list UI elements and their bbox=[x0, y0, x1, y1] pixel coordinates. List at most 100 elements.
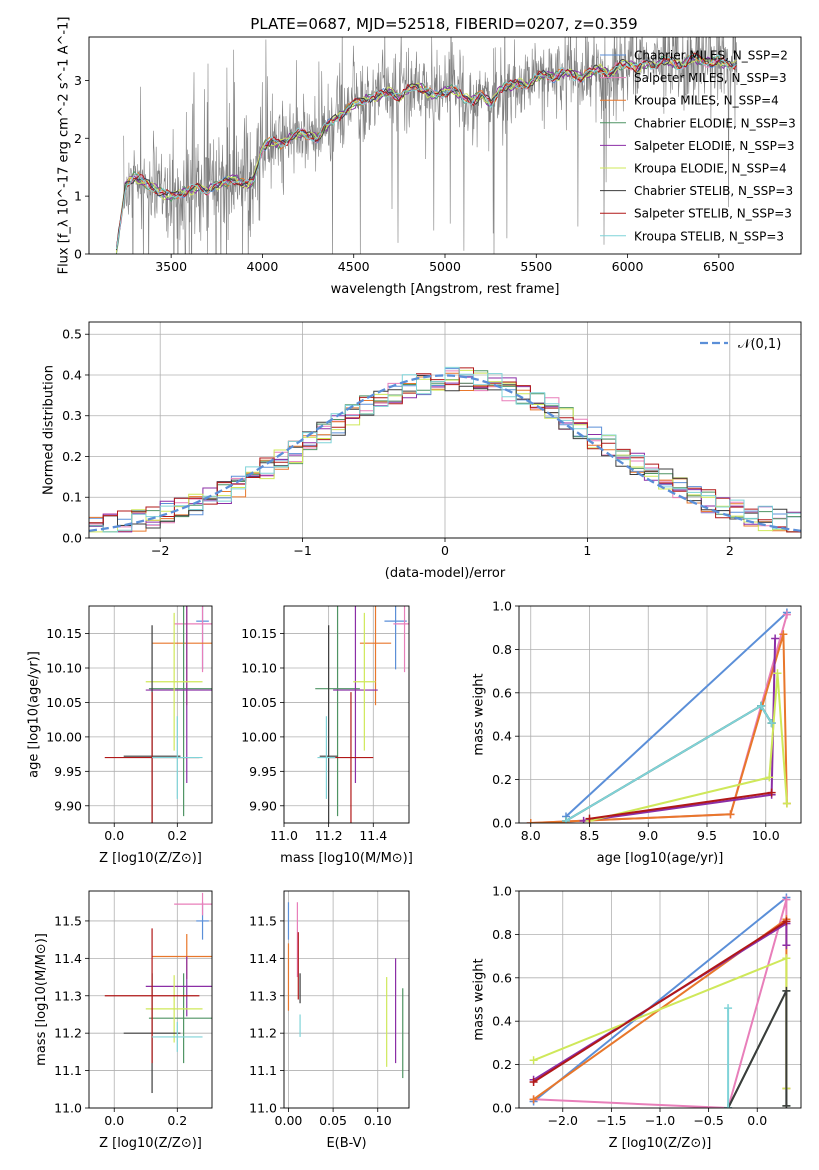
mass-weight-vs-age-ylabel: mass weight bbox=[472, 673, 487, 755]
series-line bbox=[589, 791, 772, 820]
series-marker bbox=[585, 814, 594, 823]
x-tick-label: −1.0 bbox=[645, 1113, 675, 1128]
spectrum-xlabel: wavelength [Angstrom, rest frame] bbox=[331, 282, 560, 297]
series-marker bbox=[773, 669, 782, 678]
series-marker bbox=[782, 986, 791, 995]
legend-entry: Salpeter MILES, N_SSP=3 bbox=[600, 71, 787, 85]
residuals-ylabel: Normed distribution bbox=[42, 365, 57, 495]
data-point bbox=[148, 606, 212, 817]
gaussian-curve bbox=[89, 374, 801, 533]
x-tick-label: 6500 bbox=[703, 259, 735, 274]
y-tick-label: 0.5 bbox=[62, 327, 82, 342]
y-tick-label: 2 bbox=[74, 131, 82, 146]
y-tick-label: 0.8 bbox=[492, 927, 512, 942]
y-tick-label: 0.4 bbox=[492, 1014, 512, 1029]
spectrum-model-line bbox=[115, 53, 737, 250]
data-point bbox=[333, 606, 378, 784]
legend-entry: Kroupa MILES, N_SSP=4 bbox=[600, 94, 779, 108]
series-marker bbox=[757, 701, 766, 710]
series-marker bbox=[767, 719, 776, 728]
series-marker bbox=[782, 954, 791, 963]
x-tick-label: 0.10 bbox=[364, 1113, 392, 1128]
age-vs-Z-axes: 0.0 0.2 9.90 9.95 10.00 10.05 10.10 10.15 bbox=[46, 606, 212, 843]
legend-entry: Chabrier MILES, N_SSP=2 bbox=[600, 49, 788, 63]
age-vs-Z-ylabel: age [log10(age/yr)] bbox=[27, 651, 42, 778]
y-tick-label: 10.10 bbox=[241, 661, 277, 676]
data-point bbox=[317, 716, 336, 799]
y-tick-label: 11.5 bbox=[54, 913, 82, 928]
legend-label: Salpeter STELIB, N_SSP=3 bbox=[634, 207, 792, 221]
spectrum-data-line bbox=[123, 37, 738, 254]
age-vs-mass-xlabel: mass [log10(M/M⊙)] bbox=[280, 851, 413, 866]
data-point bbox=[359, 606, 392, 706]
data-point bbox=[152, 716, 203, 799]
chart-layer: 3500 4000 4500 5000 5500 6000 6500 0 1 2 3 waveleng… bbox=[27, 17, 802, 1151]
age-vs-mass-plot bbox=[315, 606, 409, 823]
y-tick-label: 10.00 bbox=[46, 729, 82, 744]
y-tick-label: 11.4 bbox=[249, 951, 277, 966]
x-tick-label: 9.0 bbox=[638, 828, 658, 843]
x-tick-label: 11.2 bbox=[315, 828, 343, 843]
x-tick-label: 4500 bbox=[338, 259, 370, 274]
y-tick-label: 1.0 bbox=[492, 599, 512, 614]
legend-entry: Chabrier STELIB, N_SSP=3 bbox=[600, 184, 793, 198]
residuals-plot bbox=[89, 366, 801, 533]
data-point bbox=[315, 606, 360, 817]
data-point bbox=[145, 606, 212, 784]
mass-weight-vs-Z-frame bbox=[518, 890, 802, 1109]
y-tick-label: 0.2 bbox=[492, 772, 512, 787]
legend-label: Salpeter MILES, N_SSP=3 bbox=[634, 71, 787, 85]
spectrum-ylabel: Flux [f_λ 10^-17 erg cm^-2 s^-1 A^-1] bbox=[57, 17, 72, 275]
data-point bbox=[319, 625, 338, 823]
age-vs-Z-plot bbox=[104, 606, 212, 823]
y-tick-label: 11.0 bbox=[249, 1101, 277, 1116]
y-tick-label: 11.4 bbox=[54, 951, 82, 966]
mass-weight-vs-Z-xlabel: Z [log10(Z/Z⊙)] bbox=[609, 1136, 712, 1151]
series-marker bbox=[529, 1077, 538, 1086]
x-tick-label: 11.0 bbox=[270, 828, 298, 843]
y-tick-label: 11.1 bbox=[54, 1063, 82, 1078]
mass-vs-EBV-frame bbox=[283, 890, 410, 1109]
series-marker bbox=[726, 810, 735, 819]
legend-entry: Kroupa STELIB, N_SSP=3 bbox=[600, 229, 784, 243]
y-tick-label: 11.0 bbox=[54, 1101, 82, 1116]
series-marker bbox=[779, 630, 788, 639]
x-tick-label: 2 bbox=[726, 543, 734, 558]
legend-label: Chabrier STELIB, N_SSP=3 bbox=[634, 184, 793, 198]
legend-entry: Salpeter ELODIE, N_SSP=3 bbox=[600, 139, 795, 153]
mass-weight-vs-age-frame bbox=[518, 605, 802, 824]
legend-label: Salpeter ELODIE, N_SSP=3 bbox=[634, 139, 795, 153]
mass-vs-EBV-axes: 0.00 0.05 0.10 11.0 11.1 11.2 11.3 11.4 11.5 bbox=[249, 891, 409, 1128]
y-tick-label: 0 bbox=[74, 247, 82, 262]
y-tick-label: 9.90 bbox=[54, 798, 82, 813]
x-tick-label: 8.0 bbox=[521, 828, 541, 843]
mass-vs-Z-frame bbox=[88, 890, 213, 1109]
x-tick-label: 3500 bbox=[155, 259, 187, 274]
data-point bbox=[353, 612, 376, 751]
y-tick-label: 11.3 bbox=[249, 988, 277, 1003]
legend-entry: Chabrier ELODIE, N_SSP=3 bbox=[600, 116, 796, 130]
y-tick-label: 9.90 bbox=[249, 798, 277, 813]
y-tick-label: 0.0 bbox=[62, 531, 82, 546]
y-tick-label: 10.00 bbox=[241, 729, 277, 744]
series-marker bbox=[724, 1004, 733, 1013]
series-marker bbox=[765, 773, 774, 782]
x-tick-label: 0.0 bbox=[104, 828, 124, 843]
y-tick-label: 11.2 bbox=[54, 1026, 82, 1041]
series-line bbox=[533, 899, 788, 1108]
y-tick-label: 1.0 bbox=[492, 884, 512, 899]
y-tick-label: 0.3 bbox=[62, 408, 82, 423]
series-marker bbox=[529, 1095, 538, 1104]
x-tick-label: 0.0 bbox=[747, 1113, 767, 1128]
mass-weight-vs-Z-plot bbox=[529, 893, 791, 1108]
y-tick-label: 0.1 bbox=[62, 490, 82, 505]
y-tick-label: 0.8 bbox=[492, 642, 512, 657]
y-tick-label: 10.10 bbox=[46, 661, 82, 676]
series-marker bbox=[782, 1101, 791, 1108]
x-tick-label: −2 bbox=[151, 543, 169, 558]
legend-label: Kroupa MILES, N_SSP=4 bbox=[634, 94, 779, 108]
x-tick-label: 0.00 bbox=[275, 1113, 303, 1128]
x-tick-label: 6000 bbox=[612, 259, 644, 274]
legend-label: 𝒩(0,1) bbox=[738, 337, 781, 352]
